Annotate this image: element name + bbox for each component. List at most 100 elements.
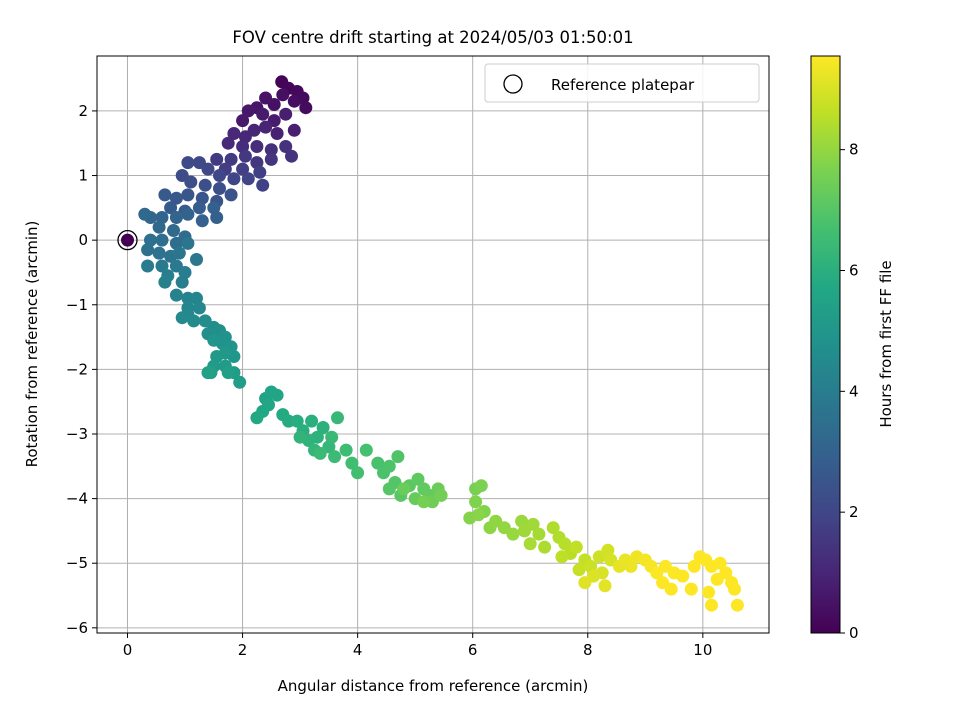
data-point: [175, 275, 189, 289]
colorbar-gradient: [810, 55, 841, 634]
x-tick-label: 8: [583, 641, 593, 659]
data-point: [192, 201, 206, 215]
data-point: [359, 443, 373, 457]
colorbar-tick-label: 8: [849, 141, 859, 159]
data-point: [187, 314, 201, 328]
data-point: [316, 421, 330, 434]
data-point: [236, 114, 250, 128]
x-axis-ticks: 0 2 4 6 8 10: [123, 633, 712, 659]
data-point: [506, 527, 520, 541]
data-point: [305, 414, 319, 428]
y-tick-label: −2: [66, 360, 88, 378]
data-point: [713, 556, 727, 570]
data-point: [397, 482, 411, 496]
data-point: [417, 495, 431, 509]
colorbar-ticks: 0 2 4 6 8: [840, 141, 859, 642]
data-point: [256, 178, 270, 192]
data-point: [164, 201, 178, 215]
data-points: [121, 75, 744, 612]
data-point: [169, 211, 183, 224]
data-point: [138, 207, 152, 221]
data-point: [290, 414, 304, 428]
data-point: [141, 243, 155, 257]
data-point: [705, 598, 718, 612]
colorbar-tick-label: 2: [849, 503, 859, 521]
data-point: [233, 375, 247, 389]
data-point: [702, 585, 716, 599]
data-point: [624, 559, 638, 573]
data-point: [287, 94, 301, 108]
data-point: [155, 233, 169, 247]
data-point: [190, 253, 203, 266]
data-point: [411, 472, 425, 486]
colorbar-tick-label: 4: [849, 382, 859, 400]
data-point: [264, 143, 278, 157]
data-point: [523, 537, 537, 551]
data-point: [538, 540, 552, 554]
data-point: [227, 127, 241, 140]
data-point: [687, 559, 701, 573]
data-point: [184, 175, 198, 189]
data-point: [676, 569, 690, 583]
data-point: [181, 236, 195, 250]
data-point: [256, 107, 270, 121]
y-axis-label: Rotation from reference (arcmin): [23, 221, 41, 468]
y-tick-label: 2: [78, 102, 88, 120]
data-point: [236, 162, 250, 176]
data-point: [141, 259, 155, 273]
data-point: [192, 156, 206, 170]
data-point: [224, 188, 238, 202]
data-point: [270, 127, 284, 140]
y-tick-label: −3: [66, 425, 88, 443]
data-point: [241, 104, 255, 118]
data-point: [121, 233, 134, 247]
data-point: [181, 156, 195, 170]
data-point: [181, 207, 195, 221]
data-point: [264, 152, 278, 166]
data-point: [192, 301, 206, 315]
data-point: [382, 482, 396, 496]
y-tick-label: −6: [66, 619, 88, 637]
data-point: [293, 430, 307, 444]
data-point: [227, 172, 241, 186]
data-point: [155, 259, 169, 273]
data-point: [279, 140, 293, 153]
data-point: [287, 123, 301, 137]
data-point: [328, 450, 342, 464]
data-point: [169, 191, 183, 205]
legend-marker-icon: [503, 74, 523, 94]
data-point: [339, 443, 353, 457]
y-tick-label: −1: [66, 296, 88, 314]
y-tick-label: 0: [78, 231, 88, 249]
data-point: [299, 101, 313, 115]
data-point: [730, 598, 744, 612]
data-point: [213, 169, 226, 182]
legend-entry-label: Reference platepar: [551, 76, 695, 94]
y-tick-label: 1: [78, 167, 88, 185]
data-point: [572, 563, 586, 577]
x-tick-label: 0: [123, 641, 133, 659]
data-point: [469, 495, 483, 509]
data-point: [259, 91, 273, 105]
data-point: [253, 165, 267, 179]
data-point: [555, 550, 569, 564]
data-point: [598, 579, 612, 593]
x-tick-label: 2: [238, 641, 248, 659]
chart-title: FOV centre drift starting at 2024/05/03 …: [232, 28, 633, 47]
y-tick-label: −4: [66, 490, 88, 508]
data-point: [371, 456, 385, 470]
data-point: [207, 333, 221, 347]
data-point: [546, 521, 560, 535]
x-tick-label: 4: [353, 641, 363, 659]
reference-marker: [117, 229, 138, 251]
data-point: [259, 120, 273, 134]
data-point: [345, 456, 359, 470]
data-point: [474, 479, 488, 493]
colorbar-label: Hours from first FF file: [877, 260, 895, 427]
data-point: [578, 576, 592, 590]
data-point: [532, 527, 546, 541]
data-point: [172, 246, 186, 260]
data-point: [325, 430, 339, 444]
data-point: [270, 388, 284, 402]
colorbar-tick-label: 0: [849, 624, 859, 642]
